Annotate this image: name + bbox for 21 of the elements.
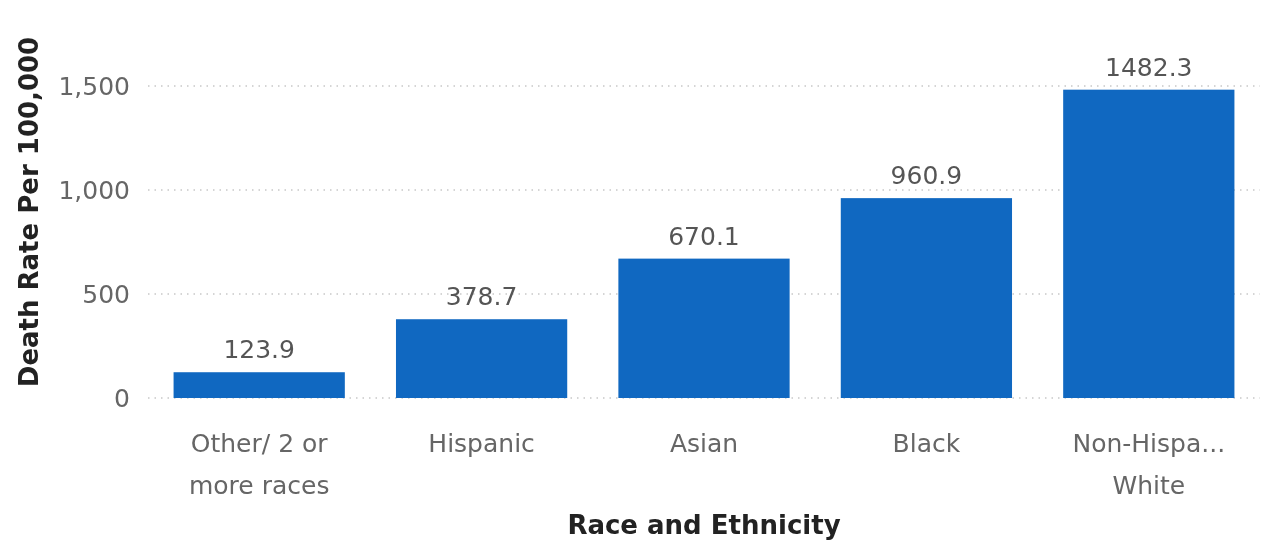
y-tick-label: 500 [82,279,130,309]
x-tick-label: Non-Hispa... White [1072,429,1226,500]
y-tick-label: 1,000 [58,175,130,205]
bar [840,198,1013,398]
bar [618,258,790,398]
y-axis-title: Death Rate Per 100,000 [14,36,44,388]
y-tick-label: 0 [114,383,130,413]
bar [173,372,345,398]
data-label: 960.9 [890,161,963,191]
data-label: 123.9 [223,335,295,365]
data-label: 378.7 [445,282,518,312]
bar [395,319,568,398]
x-tick-label: Other/ 2 or more races [188,429,330,500]
y-tick-label: 1,500 [58,71,130,101]
x-tick-label: Asian [669,429,739,458]
bar [1063,89,1235,398]
data-label: 670.1 [668,221,740,251]
data-label: 1482.3 [1105,52,1193,82]
x-tick-label: Hispanic [428,429,535,458]
x-tick-label: Black [892,429,961,458]
x-axis-title: Race and Ethnicity [567,510,841,540]
